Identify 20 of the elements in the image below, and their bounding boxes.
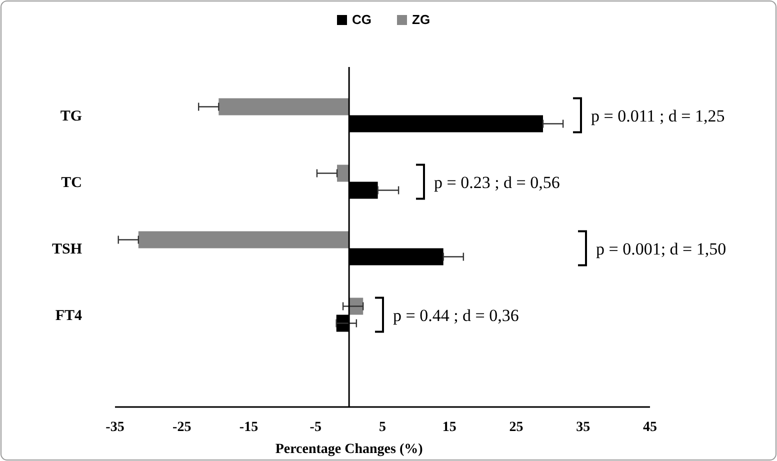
x-tick-label: -15 [239,420,258,435]
annotation: p = 0.23 ; d = 0,56 [434,172,560,192]
x-tick-label: 35 [576,420,590,435]
x-tick-label: 25 [509,420,524,435]
annotation: p = 0.001; d = 1,50 [596,239,726,258]
x-tick-label: 15 [442,420,456,435]
annotation: p = 0.011 ; d = 1,25 [591,106,725,126]
y-tick-label: TSH [52,241,82,258]
x-tick-label: 5 [379,420,386,435]
x-tick-label: -35 [106,420,124,435]
legend-label: ZG [412,12,430,27]
x-axis-title: Percentage Changes (%) [275,442,424,457]
x-tick-label: -25 [172,420,192,435]
y-tick-label: TC [61,174,82,191]
x-tick-label: -5 [310,420,322,435]
y-tick-label: TG [60,108,82,124]
y-tick-label: FT4 [55,308,82,324]
x-tick-label: 45 [643,420,657,435]
legend-label: CG [352,12,372,27]
annotation: p = 0.44 ; d = 0,36 [393,306,519,325]
